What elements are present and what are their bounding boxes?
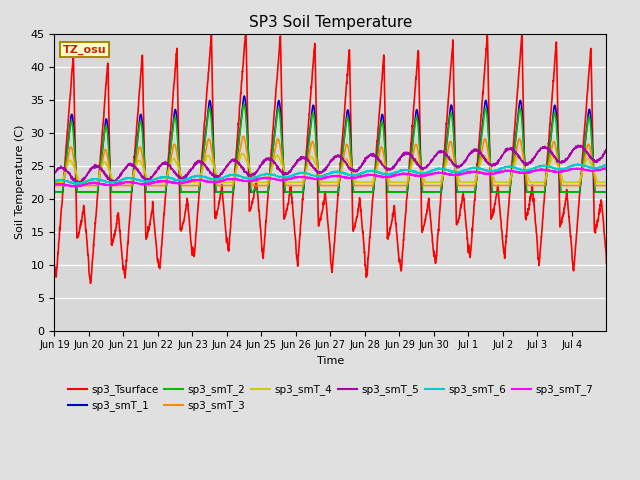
sp3_smT_7 <box>528 169 536 175</box>
sp3_smT_3 <box>497 183 504 189</box>
sp3_smT_5 <box>595 156 603 162</box>
Line: sp3_smT_3: sp3_smT_3 <box>54 136 607 186</box>
sp3_smT_3 <box>106 166 113 172</box>
sp3_smT_3 <box>603 183 611 189</box>
sp3_smT_5 <box>528 158 536 164</box>
sp3_smT_4 <box>497 180 504 185</box>
sp3_smT_6 <box>497 166 504 172</box>
sp3_smT_1 <box>241 93 248 99</box>
sp3_smT_4 <box>225 180 232 185</box>
sp3_smT_7 <box>106 182 114 188</box>
sp3_smT_3 <box>239 133 247 139</box>
sp3_smT_5 <box>76 181 83 187</box>
sp3_smT_2 <box>364 189 372 195</box>
sp3_smT_6 <box>574 161 582 167</box>
sp3_smT_7 <box>225 176 233 182</box>
Line: sp3_smT_7: sp3_smT_7 <box>54 168 607 187</box>
sp3_smT_1 <box>497 189 504 195</box>
sp3_smT_2 <box>240 102 248 108</box>
sp3_smT_5 <box>364 155 372 161</box>
Legend: sp3_Tsurface, sp3_smT_1, sp3_smT_2, sp3_smT_3, sp3_smT_4, sp3_smT_5, sp3_smT_6, : sp3_Tsurface, sp3_smT_1, sp3_smT_2, sp3_… <box>64 380 597 416</box>
Text: TZ_osu: TZ_osu <box>63 44 106 55</box>
sp3_smT_3 <box>528 183 536 189</box>
sp3_smT_2 <box>595 189 603 195</box>
Y-axis label: Soil Temperature (C): Soil Temperature (C) <box>15 125 25 240</box>
Line: sp3_smT_6: sp3_smT_6 <box>54 164 607 184</box>
sp3_smT_1 <box>603 189 611 195</box>
sp3_smT_2 <box>225 189 232 195</box>
sp3_smT_2 <box>497 189 504 195</box>
Line: sp3_smT_5: sp3_smT_5 <box>54 145 607 184</box>
sp3_smT_5 <box>603 147 611 153</box>
sp3_smT_4 <box>595 180 603 185</box>
sp3_smT_2 <box>603 189 611 195</box>
sp3_smT_6 <box>225 172 233 178</box>
X-axis label: Time: Time <box>317 356 344 366</box>
sp3_smT_3 <box>51 183 58 189</box>
sp3_smT_4 <box>51 180 58 185</box>
sp3_Tsurface <box>603 261 611 266</box>
sp3_smT_6 <box>72 181 79 187</box>
Line: sp3_smT_4: sp3_smT_4 <box>54 154 607 182</box>
sp3_Tsurface <box>86 280 94 286</box>
sp3_Tsurface <box>225 242 233 248</box>
sp3_smT_7 <box>364 172 372 178</box>
sp3_smT_7 <box>603 165 611 170</box>
sp3_smT_2 <box>51 189 58 195</box>
Line: sp3_smT_1: sp3_smT_1 <box>54 96 607 192</box>
sp3_smT_3 <box>225 183 232 189</box>
sp3_smT_1 <box>106 157 113 163</box>
sp3_Tsurface <box>207 31 215 37</box>
sp3_smT_3 <box>364 183 372 189</box>
Line: sp3_smT_2: sp3_smT_2 <box>54 105 607 192</box>
sp3_Tsurface <box>595 211 603 217</box>
sp3_smT_4 <box>528 180 536 185</box>
sp3_smT_4 <box>364 180 372 185</box>
sp3_smT_2 <box>528 189 536 195</box>
Line: sp3_Tsurface: sp3_Tsurface <box>54 34 607 283</box>
sp3_smT_4 <box>106 168 113 174</box>
sp3_smT_6 <box>528 166 536 172</box>
sp3_smT_6 <box>106 180 114 185</box>
sp3_Tsurface <box>364 255 372 261</box>
sp3_smT_5 <box>574 143 582 148</box>
sp3_smT_1 <box>364 189 372 195</box>
sp3_Tsurface <box>51 262 58 268</box>
sp3_Tsurface <box>497 217 505 223</box>
sp3_smT_5 <box>106 176 114 181</box>
sp3_smT_7 <box>497 168 504 174</box>
sp3_smT_6 <box>364 168 372 174</box>
sp3_smT_1 <box>595 189 603 195</box>
sp3_smT_5 <box>225 161 233 167</box>
sp3_smT_6 <box>603 162 611 168</box>
sp3_smT_6 <box>595 165 603 170</box>
sp3_smT_1 <box>51 189 58 195</box>
Title: SP3 Soil Temperature: SP3 Soil Temperature <box>249 15 412 30</box>
sp3_smT_4 <box>239 151 246 156</box>
sp3_smT_6 <box>51 179 58 184</box>
sp3_smT_3 <box>595 183 603 189</box>
sp3_smT_7 <box>73 184 81 190</box>
sp3_smT_1 <box>225 189 232 195</box>
sp3_smT_7 <box>595 167 603 173</box>
sp3_smT_7 <box>51 181 58 187</box>
sp3_smT_5 <box>497 154 504 160</box>
sp3_smT_1 <box>528 189 536 195</box>
sp3_Tsurface <box>528 183 536 189</box>
sp3_Tsurface <box>106 161 114 167</box>
sp3_smT_4 <box>603 180 611 185</box>
sp3_smT_2 <box>106 159 113 165</box>
sp3_smT_5 <box>51 171 58 177</box>
